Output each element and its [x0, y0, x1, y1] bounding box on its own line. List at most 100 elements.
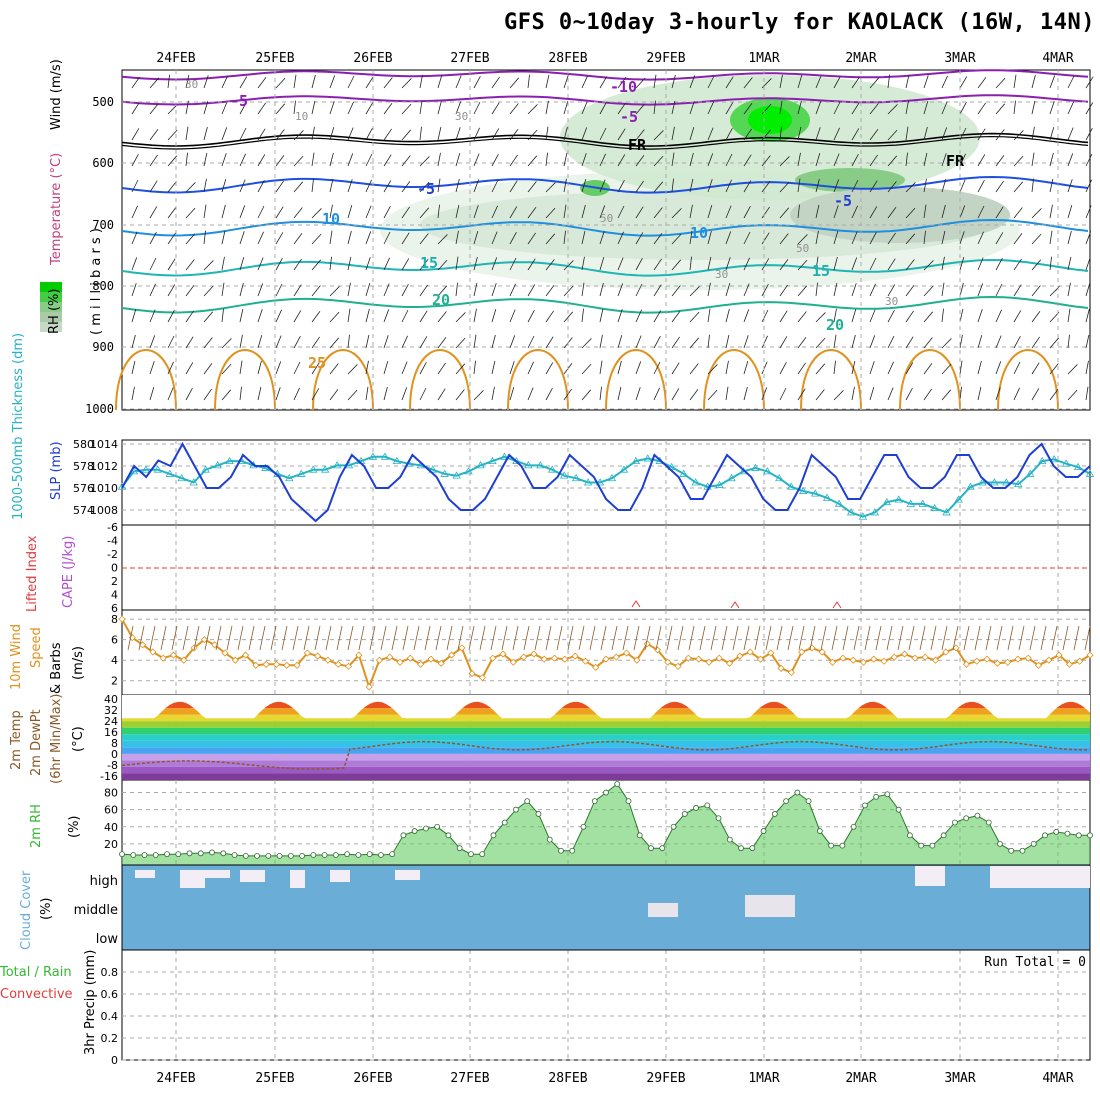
wind-barb [923, 388, 932, 401]
wind-barb [815, 204, 820, 219]
wind-barb [545, 362, 554, 375]
wind-barb [275, 154, 285, 167]
contour-label: -5 [834, 192, 852, 210]
wind-barb [869, 206, 878, 219]
wind-barb [977, 76, 987, 89]
wind10-barb [655, 625, 662, 651]
wind-barb [293, 336, 301, 349]
thickness-point [942, 508, 951, 516]
wind-barb [995, 309, 1002, 323]
wind10-barb [1073, 625, 1080, 651]
wind-barb [743, 283, 750, 297]
wind10-barb [380, 625, 387, 651]
wind-barb [185, 233, 196, 245]
precip-ylabel: 3hr Precip (mm) [83, 950, 98, 1055]
contour-label: 30 [185, 78, 198, 91]
wind-barb [131, 231, 138, 245]
rh2m-point [411, 828, 418, 834]
wind-barb [923, 101, 929, 115]
wind-barb [293, 207, 303, 219]
isotherm-25 [312, 349, 374, 411]
rh2m-point [276, 852, 283, 859]
wind-barb [1031, 74, 1036, 89]
rh2m-point [839, 842, 846, 849]
top-date-label: 24FEB [156, 51, 195, 66]
rh2m-point [749, 845, 756, 852]
wind-barb [131, 179, 139, 193]
wind-barb [743, 102, 753, 115]
wind10-point [561, 655, 569, 663]
wind-barb [887, 181, 897, 193]
wind-barb [815, 101, 822, 115]
wind-barb [347, 282, 351, 297]
wind-barb [923, 337, 933, 349]
wind-barb [833, 101, 841, 115]
wind-barb [545, 207, 556, 219]
wind-barb [1067, 75, 1075, 89]
wind-barb [887, 155, 898, 167]
wind10-barb [446, 625, 453, 651]
wind-barb [1031, 233, 1042, 245]
rh2m-point [242, 852, 249, 859]
slp-tick-label: 1014 [90, 438, 118, 451]
temp2m-tick-label: 40 [104, 693, 118, 706]
wind-barb [491, 386, 495, 401]
wind-barb [599, 257, 605, 271]
wind-barb [167, 181, 177, 193]
wind10-point [468, 669, 476, 678]
wind-barb [1031, 126, 1035, 141]
cloud-ylabel: Cloud Cover [19, 870, 34, 950]
wind10-barb [237, 625, 244, 651]
wind-barb [365, 308, 370, 323]
wind-barb [725, 153, 733, 167]
wind-barb [131, 334, 136, 349]
wind-barb [383, 154, 392, 167]
wind-barb [563, 230, 566, 245]
slp-line [121, 441, 1091, 523]
wind-barb [815, 363, 826, 375]
wind10-point [602, 655, 610, 663]
wind10-barb [171, 625, 178, 651]
wind10-barb [897, 625, 904, 651]
temp2m-ylabel-unit: (°C) [71, 726, 86, 752]
rh2m-point [445, 832, 452, 839]
stability-tick-label: 6 [111, 602, 118, 615]
rh2m-point [344, 851, 351, 858]
wind-barb [473, 153, 480, 167]
temp2m-tick-label: -8 [107, 759, 118, 772]
wind10-point [159, 654, 167, 662]
wind-barb [419, 362, 427, 375]
thickness-point [846, 508, 856, 516]
wind10-barb [644, 625, 651, 651]
wind-barb [419, 284, 428, 297]
contour-label: 15 [420, 254, 438, 272]
wind-barb [743, 231, 751, 245]
wind-barb [743, 128, 752, 141]
wind-barb [635, 283, 643, 297]
isotherm-25 [800, 349, 862, 411]
top-date-label: 1MAR [748, 51, 779, 66]
wind10-point [736, 652, 744, 660]
wind-barb [581, 338, 592, 349]
wind-barb [311, 259, 322, 271]
wind-barb [455, 337, 466, 349]
dewpoint-line [121, 740, 1089, 770]
thickness-point [691, 478, 700, 486]
wind-barb [635, 258, 643, 271]
wind-barb [869, 77, 880, 89]
cloud-gap [648, 903, 678, 917]
wind-barb [671, 285, 681, 297]
wind-barb [293, 155, 304, 167]
wind-barb [581, 179, 587, 193]
wind-barb [239, 179, 246, 193]
wind10-point [530, 650, 538, 658]
wind-barb [491, 257, 498, 271]
wind10-point [828, 658, 837, 666]
thickness-point [1061, 459, 1071, 467]
wind-barb [203, 152, 208, 167]
wind-barb [959, 386, 962, 401]
wind-barb [707, 256, 712, 271]
wind-barb [131, 283, 137, 297]
wind-barb [419, 233, 429, 245]
thickness-point [464, 467, 473, 475]
